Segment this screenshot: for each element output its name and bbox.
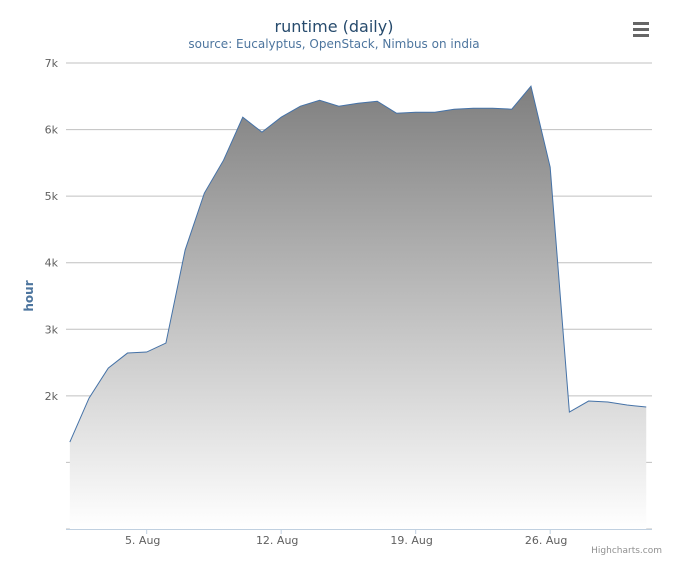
x-tick-label: 12. Aug (256, 534, 298, 547)
area-fill (69, 86, 647, 529)
y-tick-label: 3k (45, 323, 59, 336)
y-tick-label: 4k (45, 257, 59, 270)
credits[interactable]: Highcharts.com (591, 546, 662, 556)
x-tick-label: 26. Aug (525, 534, 567, 547)
area-line (69, 85, 647, 443)
chart-title: runtime (daily) (275, 17, 394, 36)
menu-button[interactable] (633, 22, 649, 37)
y-tick-label: 2k (45, 390, 59, 403)
x-tick-label: 19. Aug (390, 534, 432, 547)
y-tick-label: 7k (45, 57, 59, 70)
x-tick-label: 5. Aug (125, 534, 160, 547)
y-tick-label: 5k (45, 190, 59, 203)
y-tick-label: 6k (45, 124, 59, 137)
chart-subtitle: source: Eucalyptus, OpenStack, Nimbus on… (188, 37, 479, 51)
y-axis-title: hour (22, 280, 36, 311)
